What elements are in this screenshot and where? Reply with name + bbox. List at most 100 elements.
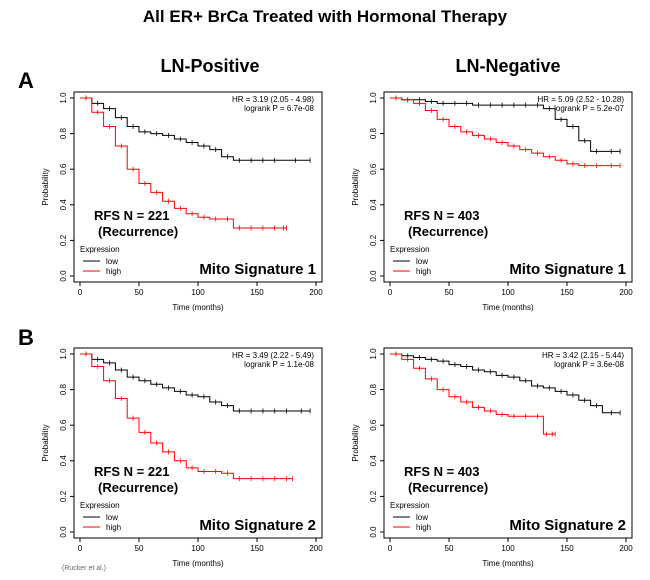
legend-label-low: low <box>106 513 118 522</box>
signature-label: Mito Signature 1 <box>509 261 626 278</box>
rfs-n-label: RFS N = 221 <box>94 208 170 223</box>
legend-label-low: low <box>416 513 428 522</box>
legend-label-low: low <box>106 257 118 266</box>
y-tick-label: 0.8 <box>369 383 378 395</box>
legend-label-high: high <box>416 267 431 276</box>
y-tick-label: 0.6 <box>59 419 68 431</box>
x-tick-label: 50 <box>445 544 454 553</box>
rfs-n-label: RFS N = 403 <box>404 464 480 479</box>
y-tick-label: 0.2 <box>369 234 378 246</box>
logrank-p-text: logrank P = 6.7e-08 <box>244 104 314 113</box>
x-tick-label: 200 <box>619 544 633 553</box>
x-axis-label: Time (months) <box>482 559 534 568</box>
signature-label: Mito Signature 1 <box>199 261 316 278</box>
y-tick-label: 0.2 <box>59 490 68 502</box>
hazard-ratio-text: HR = 5.09 (2.52 - 10.28) <box>538 95 625 104</box>
y-tick-label: 0.4 <box>59 199 68 211</box>
x-tick-label: 100 <box>191 288 205 297</box>
signature-label: Mito Signature 2 <box>509 517 626 534</box>
column-title-ln-negative: LN-Negative <box>455 56 561 76</box>
figure-title: All ER+ BrCa Treated with Hormonal Thera… <box>142 7 508 26</box>
x-axis-label: Time (months) <box>172 559 224 568</box>
x-tick-label: 150 <box>250 288 264 297</box>
recurrence-label: (Recurrence) <box>408 224 488 239</box>
y-axis-label: Probability <box>41 168 50 205</box>
km-plot-b-ln-negative: 0 50 100 150 200 0.0 0.2 0.4 0.6 0.8 1.0 Time (mont… <box>340 340 650 580</box>
y-tick-label: 0.0 <box>369 270 378 282</box>
y-tick-label: 0.2 <box>59 234 68 246</box>
km-plot-b-ln-positive: 0 50 100 150 200 0.0 0.2 0.4 0.6 0.8 1.0 Time (mont… <box>30 340 350 580</box>
x-tick-label: 0 <box>388 288 393 297</box>
rfs-n-label: RFS N = 403 <box>404 208 480 223</box>
km-curve-high <box>80 353 293 480</box>
legend-label-high: high <box>106 523 121 532</box>
x-tick-label: 0 <box>78 288 83 297</box>
km-curve-low <box>80 353 311 412</box>
y-axis-label: Probability <box>351 168 360 205</box>
km-curve-low <box>390 97 621 152</box>
rfs-n-label: RFS N = 221 <box>94 464 170 479</box>
km-svg: 0 50 100 150 200 0.0 0.2 0.4 0.6 0.8 1.0 Time (mont… <box>351 91 633 312</box>
km-curve-low <box>80 97 311 161</box>
recurrence-label: (Recurrence) <box>98 480 178 495</box>
legend-label-high: high <box>416 523 431 532</box>
y-tick-label: 0.6 <box>59 163 68 175</box>
y-tick-label: 1.0 <box>369 348 378 360</box>
km-svg: 0 50 100 150 200 0.0 0.2 0.4 0.6 0.8 1.0 Time (mont… <box>41 347 323 568</box>
km-svg: 0 50 100 150 200 0.0 0.2 0.4 0.6 0.8 1.0 Time (mont… <box>351 347 633 568</box>
x-axis-label: Time (months) <box>172 303 224 312</box>
legend-label-low: low <box>416 257 428 266</box>
x-tick-label: 50 <box>445 288 454 297</box>
km-plot-a-ln-negative: 0 50 100 150 200 0.0 0.2 0.4 0.6 0.8 1.0 Time (mont… <box>340 84 650 324</box>
x-tick-label: 150 <box>250 544 264 553</box>
legend-title: Expression <box>390 245 430 254</box>
y-axis-label: Probability <box>351 424 360 461</box>
logrank-p-text: logrank P = 3.6e-08 <box>554 360 624 369</box>
y-tick-label: 0.2 <box>369 490 378 502</box>
y-tick-label: 0.8 <box>369 127 378 139</box>
logrank-p-text: logrank P = 1.1e-08 <box>244 360 314 369</box>
y-tick-label: 0.0 <box>59 270 68 282</box>
x-tick-label: 0 <box>388 544 393 553</box>
legend-title: Expression <box>80 245 120 254</box>
y-tick-label: 0.8 <box>59 383 68 395</box>
km-plot-a-ln-positive: 0 50 100 150 200 0.0 0.2 0.4 0.6 0.8 1.0 Time (mont… <box>30 84 350 324</box>
column-title-ln-positive: LN-Positive <box>160 56 260 76</box>
x-tick-label: 150 <box>560 544 574 553</box>
hazard-ratio-text: HR = 3.19 (2.05 - 4.98) <box>232 95 314 104</box>
y-tick-label: 1.0 <box>59 92 68 104</box>
signature-label: Mito Signature 2 <box>199 517 316 534</box>
km-curve-high <box>80 97 287 229</box>
y-tick-label: 0.0 <box>59 526 68 538</box>
y-tick-label: 0.6 <box>369 163 378 175</box>
x-tick-label: 200 <box>619 288 633 297</box>
x-tick-label: 50 <box>135 544 144 553</box>
y-axis-label: Probability <box>41 424 50 461</box>
x-tick-label: 200 <box>309 544 323 553</box>
x-tick-label: 0 <box>78 544 83 553</box>
x-tick-label: 100 <box>191 544 205 553</box>
x-tick-label: 50 <box>135 288 144 297</box>
y-tick-label: 0.6 <box>369 419 378 431</box>
x-axis-label: Time (months) <box>482 303 534 312</box>
y-tick-label: 0.4 <box>59 455 68 467</box>
y-tick-label: 1.0 <box>59 348 68 360</box>
y-tick-label: 1.0 <box>369 92 378 104</box>
legend-title: Expression <box>390 501 430 510</box>
km-svg: 0 50 100 150 200 0.0 0.2 0.4 0.6 0.8 1.0 Time (mont… <box>41 91 323 312</box>
km-curve-high <box>390 353 556 435</box>
recurrence-label: (Recurrence) <box>98 224 178 239</box>
row-label-b: B <box>18 325 34 350</box>
x-tick-label: 100 <box>501 544 515 553</box>
y-tick-label: 0.8 <box>59 127 68 139</box>
legend-label-high: high <box>106 267 121 276</box>
recurrence-label: (Recurrence) <box>408 480 488 495</box>
y-tick-label: 0.4 <box>369 455 378 467</box>
y-tick-label: 0.0 <box>369 526 378 538</box>
hazard-ratio-text: HR = 3.49 (2.22 - 5.49) <box>232 351 314 360</box>
footer-note: (Rucker et al.) <box>62 565 106 572</box>
row-label-a: A <box>18 68 34 93</box>
legend-title: Expression <box>80 501 120 510</box>
hazard-ratio-text: HR = 3.42 (2.15 - 5.44) <box>542 351 624 360</box>
x-tick-label: 200 <box>309 288 323 297</box>
